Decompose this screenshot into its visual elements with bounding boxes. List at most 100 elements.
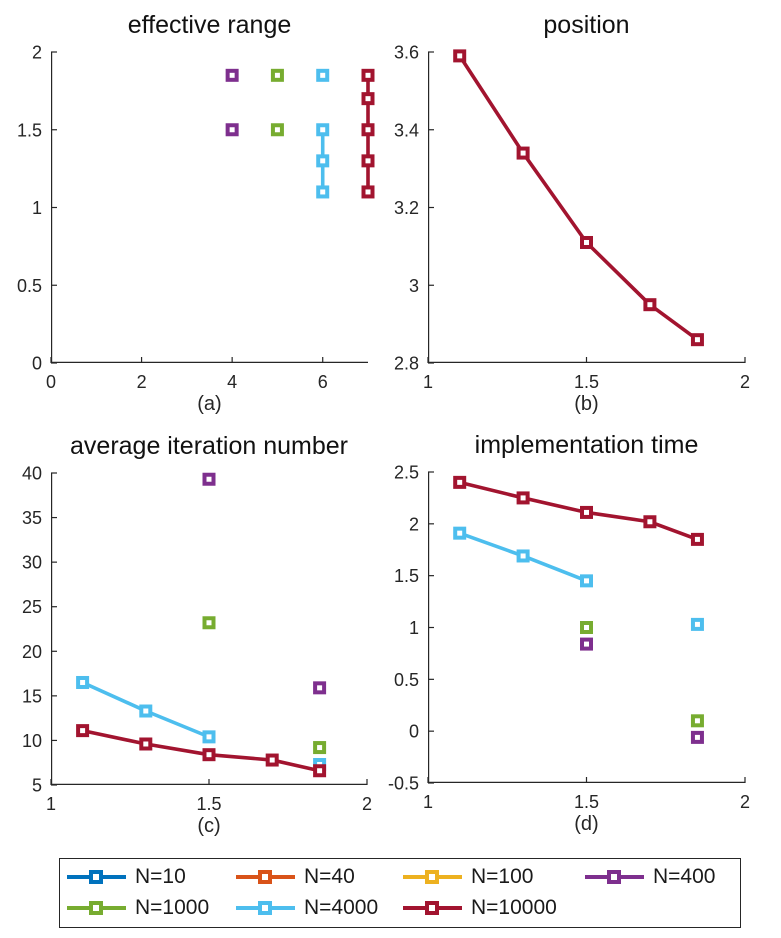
marker-center-N=4000 [694, 621, 700, 627]
marker-center-N=400 [317, 685, 323, 691]
legend-label: N=40 [304, 865, 355, 888]
marker-center-N=4000 [520, 553, 526, 559]
chart-title-a: effective range [127, 11, 292, 39]
subplot-d: implementation time 1 1.5 2 -0.5 0 0.5 1 1.5 2 2.… [388, 431, 750, 835]
marker-center-N=4000 [320, 158, 326, 164]
y-tick-label: 0.5 [394, 670, 419, 690]
y-tick-label: 2 [32, 43, 42, 63]
y-tick-label: 1 [32, 198, 42, 218]
chart-canvas-b: 1 1.5 2 2.8 3 3.2 3.4 3.6 [394, 43, 750, 393]
marker-center-N=400 [229, 127, 235, 133]
chart-canvas-c: 1 1.5 2 5 10 15 20 25 30 35 40 [22, 464, 372, 815]
y-tick-label: 25 [22, 597, 42, 617]
x-tick-label: 0 [46, 372, 56, 392]
legend-grid: N=10 N=40 N=100 N=400 N=1000 N=4000 N=10000 [60, 859, 740, 923]
x-tick-label: 1.5 [574, 372, 599, 392]
marker-center-N=4000 [206, 734, 212, 740]
marker-center-N=10000 [647, 302, 653, 308]
marker-center-N=10000 [80, 728, 86, 734]
subplot-b: position 1 1.5 2 2.8 3 3.2 3.4 3.6 (b) [394, 11, 750, 415]
legend-line-marker-icon [236, 900, 295, 915]
y-tick-label: 0.5 [17, 276, 42, 296]
x-tick-label: 2 [740, 372, 750, 392]
marker-center-N=10000 [694, 337, 700, 343]
marker-center-N=10000 [520, 495, 526, 501]
marker-center-N=10000 [457, 479, 463, 485]
x-tick-label: 1 [46, 794, 56, 814]
y-tick-label: 2.5 [394, 463, 419, 483]
marker-center-N=400 [206, 476, 212, 482]
marker-center-N=10000 [647, 519, 653, 525]
x-tick-label: 1.5 [574, 792, 599, 812]
y-tick-label: 3.2 [394, 198, 419, 218]
chart-sublabel-c: (c) [197, 815, 221, 837]
marker-center-N=4000 [143, 708, 149, 714]
legend-label: N=10000 [471, 896, 557, 919]
legend-label: N=4000 [304, 896, 379, 919]
legend-marker [425, 900, 439, 915]
y-tick-label: 2.8 [394, 354, 419, 374]
subplot-a: effective range 0 2 4 6 0 0.5 1 1.5 2 (a) [17, 11, 375, 415]
y-tick-label: 0 [32, 354, 42, 374]
series-line-N=10000 [82, 728, 320, 773]
marker-center-N=10000 [365, 72, 371, 78]
chart-canvas-a: 0 2 4 6 0 0.5 1 1.5 2 [17, 43, 375, 392]
legend-entry-n-10000: N=10000 [403, 892, 585, 923]
marker-center-N=1000 [274, 127, 280, 133]
y-tick-label: 3 [409, 276, 419, 296]
chart-canvas-d: 1 1.5 2 -0.5 0 0.5 1 1.5 2 2.5 [388, 463, 750, 813]
legend-entry-n-4000: N=4000 [236, 892, 403, 923]
y-tick-label: 35 [22, 508, 42, 528]
legend-line-marker-icon [403, 869, 462, 884]
marker-center-N=10000 [584, 509, 589, 515]
legend-marker [89, 869, 103, 884]
marker-center-N=10000 [206, 752, 212, 758]
marker-center-N=10000 [584, 239, 589, 245]
legend-entry-n-100: N=100 [403, 861, 585, 892]
marker-center-N=4000 [320, 127, 326, 133]
y-tick-label: 3.6 [394, 43, 419, 63]
y-tick-label: 0 [409, 722, 419, 742]
y-tick-label: -0.5 [388, 774, 419, 794]
y-tick-label: 20 [22, 642, 42, 662]
y-tick-label: 10 [22, 731, 42, 751]
marker-center-N=4000 [80, 679, 86, 685]
y-tick-label: 40 [22, 464, 42, 484]
marker-center-N=10000 [365, 189, 371, 195]
legend-marker [89, 900, 103, 915]
x-tick-label: 2 [740, 792, 750, 812]
marker-center-N=400 [584, 641, 589, 647]
chart-sublabel-b: (b) [574, 393, 599, 415]
legend-label: N=400 [653, 865, 716, 888]
legend-line-marker-icon [236, 869, 295, 884]
subplot-c: average iteration number 1 1.5 2 5 10 15 20 25 3… [22, 432, 372, 837]
x-tick-label: 1 [423, 372, 433, 392]
legend-entry-n-1000: N=1000 [67, 892, 236, 923]
legend-entry-n-40: N=40 [236, 861, 403, 892]
legend-label: N=100 [471, 865, 534, 888]
x-tick-label: 1.5 [196, 794, 221, 814]
marker-center-N=10000 [269, 757, 275, 763]
x-tick-label: 2 [137, 372, 147, 392]
series-line-N=10000 [458, 54, 699, 342]
legend-marker [425, 869, 439, 884]
marker-center-N=1000 [584, 625, 589, 630]
series-line-N=10000 [459, 480, 699, 542]
plot-area: 1 1.5 2 -0.5 0 0.5 1 1.5 2 2.5 [388, 463, 750, 813]
marker-center-N=10000 [365, 96, 371, 102]
legend-line-marker-icon [67, 869, 126, 884]
y-tick-label: 15 [22, 686, 42, 706]
x-tick-label: 4 [227, 372, 237, 392]
legend-entry-n-10: N=10 [67, 861, 236, 892]
x-tick-label: 6 [318, 372, 328, 392]
legend-label: N=10 [135, 865, 186, 888]
marker-center-N=4000 [320, 189, 326, 195]
chart-title-c: average iteration number [70, 432, 348, 460]
x-tick-label: 2 [362, 794, 372, 814]
chart-sublabel-a: (a) [197, 393, 222, 415]
y-tick-label: 5 [32, 776, 42, 796]
chart-sublabel-d: (d) [574, 813, 599, 835]
y-tick-label: 1.5 [17, 120, 42, 140]
